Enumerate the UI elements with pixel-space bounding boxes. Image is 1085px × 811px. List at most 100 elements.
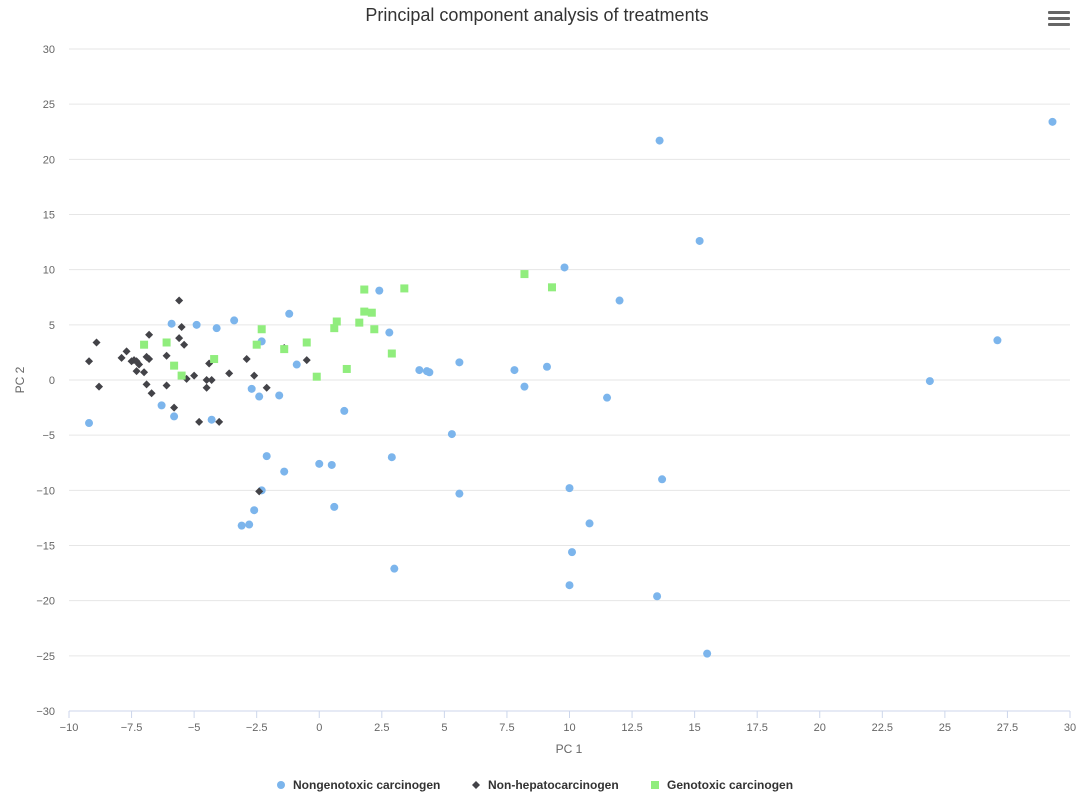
data-point[interactable] bbox=[1048, 117, 1057, 126]
data-point[interactable] bbox=[85, 419, 94, 428]
legend-marker[interactable] bbox=[651, 781, 659, 789]
data-point[interactable] bbox=[387, 453, 396, 462]
data-point[interactable] bbox=[167, 319, 176, 328]
data-point[interactable] bbox=[245, 520, 254, 529]
hamburger-menu-icon[interactable] bbox=[1046, 8, 1072, 30]
data-point[interactable] bbox=[145, 330, 154, 339]
data-point[interactable] bbox=[202, 383, 211, 392]
data-point[interactable] bbox=[237, 521, 246, 530]
data-point[interactable] bbox=[603, 393, 612, 402]
data-point[interactable] bbox=[330, 324, 339, 333]
data-point[interactable] bbox=[135, 360, 144, 369]
data-point[interactable] bbox=[262, 452, 271, 461]
data-point[interactable] bbox=[210, 355, 219, 364]
data-point[interactable] bbox=[292, 360, 301, 369]
data-point[interactable] bbox=[215, 417, 224, 426]
data-point[interactable] bbox=[585, 519, 594, 528]
data-point[interactable] bbox=[400, 284, 409, 293]
data-point[interactable] bbox=[92, 338, 101, 347]
data-point[interactable] bbox=[993, 336, 1002, 345]
data-point[interactable] bbox=[695, 236, 704, 245]
data-point[interactable] bbox=[202, 376, 211, 384]
data-point[interactable] bbox=[262, 383, 271, 392]
data-point[interactable] bbox=[250, 506, 259, 515]
data-point[interactable] bbox=[250, 371, 259, 380]
data-point[interactable] bbox=[192, 320, 201, 329]
data-point[interactable] bbox=[162, 351, 171, 360]
data-point[interactable] bbox=[177, 323, 186, 332]
data-point[interactable] bbox=[547, 283, 556, 292]
data-point[interactable] bbox=[315, 459, 324, 468]
data-point[interactable] bbox=[520, 382, 529, 391]
data-point[interactable] bbox=[275, 391, 284, 400]
data-point[interactable] bbox=[177, 371, 186, 380]
data-point[interactable] bbox=[342, 364, 351, 373]
legend-marker[interactable] bbox=[472, 781, 480, 789]
legend-marker[interactable] bbox=[277, 781, 285, 789]
data-point[interactable] bbox=[355, 318, 364, 327]
data-point[interactable] bbox=[230, 316, 239, 325]
data-point[interactable] bbox=[85, 357, 94, 366]
data-point[interactable] bbox=[658, 475, 667, 484]
data-point[interactable] bbox=[455, 358, 464, 367]
data-point[interactable] bbox=[542, 362, 551, 371]
data-point[interactable] bbox=[280, 345, 289, 354]
data-point[interactable] bbox=[170, 412, 179, 421]
data-point[interactable] bbox=[285, 309, 294, 318]
data-point[interactable] bbox=[330, 502, 339, 511]
data-point[interactable] bbox=[207, 376, 216, 384]
data-point[interactable] bbox=[302, 356, 311, 365]
data-point[interactable] bbox=[117, 353, 126, 362]
data-point[interactable] bbox=[568, 548, 577, 557]
data-point[interactable] bbox=[212, 324, 221, 333]
data-point[interactable] bbox=[157, 401, 166, 410]
data-point[interactable] bbox=[390, 564, 399, 573]
data-point[interactable] bbox=[145, 355, 154, 364]
data-point[interactable] bbox=[140, 368, 149, 377]
data-point[interactable] bbox=[247, 384, 256, 393]
data-point[interactable] bbox=[175, 296, 184, 305]
data-point[interactable] bbox=[142, 380, 151, 389]
data-point[interactable] bbox=[175, 334, 184, 343]
data-point[interactable] bbox=[180, 340, 189, 349]
legend-item[interactable]: Non-hepatocarcinogen bbox=[472, 778, 619, 792]
data-point[interactable] bbox=[510, 366, 519, 375]
data-point[interactable] bbox=[225, 369, 234, 378]
data-point[interactable] bbox=[162, 338, 171, 347]
data-point[interactable] bbox=[387, 349, 396, 358]
data-point[interactable] bbox=[147, 389, 156, 398]
data-point[interactable] bbox=[925, 377, 934, 386]
data-point[interactable] bbox=[340, 406, 349, 415]
data-point[interactable] bbox=[447, 430, 456, 439]
legend-item[interactable]: Genotoxic carcinogen bbox=[651, 778, 793, 792]
data-point[interactable] bbox=[565, 484, 574, 493]
legend-item[interactable]: Nongenotoxic carcinogen bbox=[277, 778, 440, 792]
data-point[interactable] bbox=[252, 340, 261, 349]
data-point[interactable] bbox=[255, 392, 264, 401]
data-point[interactable] bbox=[257, 325, 266, 334]
data-point[interactable] bbox=[370, 325, 379, 334]
data-point[interactable] bbox=[425, 368, 434, 377]
data-point[interactable] bbox=[360, 307, 369, 316]
data-point[interactable] bbox=[302, 338, 311, 347]
data-point[interactable] bbox=[375, 286, 384, 295]
data-point[interactable] bbox=[162, 381, 171, 390]
data-point[interactable] bbox=[332, 317, 341, 326]
data-point[interactable] bbox=[653, 592, 662, 601]
data-point[interactable] bbox=[190, 371, 199, 380]
data-point[interactable] bbox=[255, 487, 264, 496]
data-point[interactable] bbox=[242, 355, 251, 364]
data-point[interactable] bbox=[385, 328, 394, 337]
data-point[interactable] bbox=[703, 649, 712, 658]
data-point[interactable] bbox=[367, 308, 376, 317]
data-point[interactable] bbox=[207, 415, 216, 424]
data-point[interactable] bbox=[327, 460, 336, 469]
data-point[interactable] bbox=[360, 285, 369, 294]
data-point[interactable] bbox=[655, 136, 664, 145]
data-point[interactable] bbox=[615, 296, 624, 305]
data-point[interactable] bbox=[565, 581, 574, 590]
data-point[interactable] bbox=[170, 361, 179, 370]
data-point[interactable] bbox=[132, 367, 141, 376]
data-point[interactable] bbox=[415, 366, 424, 375]
data-point[interactable] bbox=[140, 340, 149, 349]
